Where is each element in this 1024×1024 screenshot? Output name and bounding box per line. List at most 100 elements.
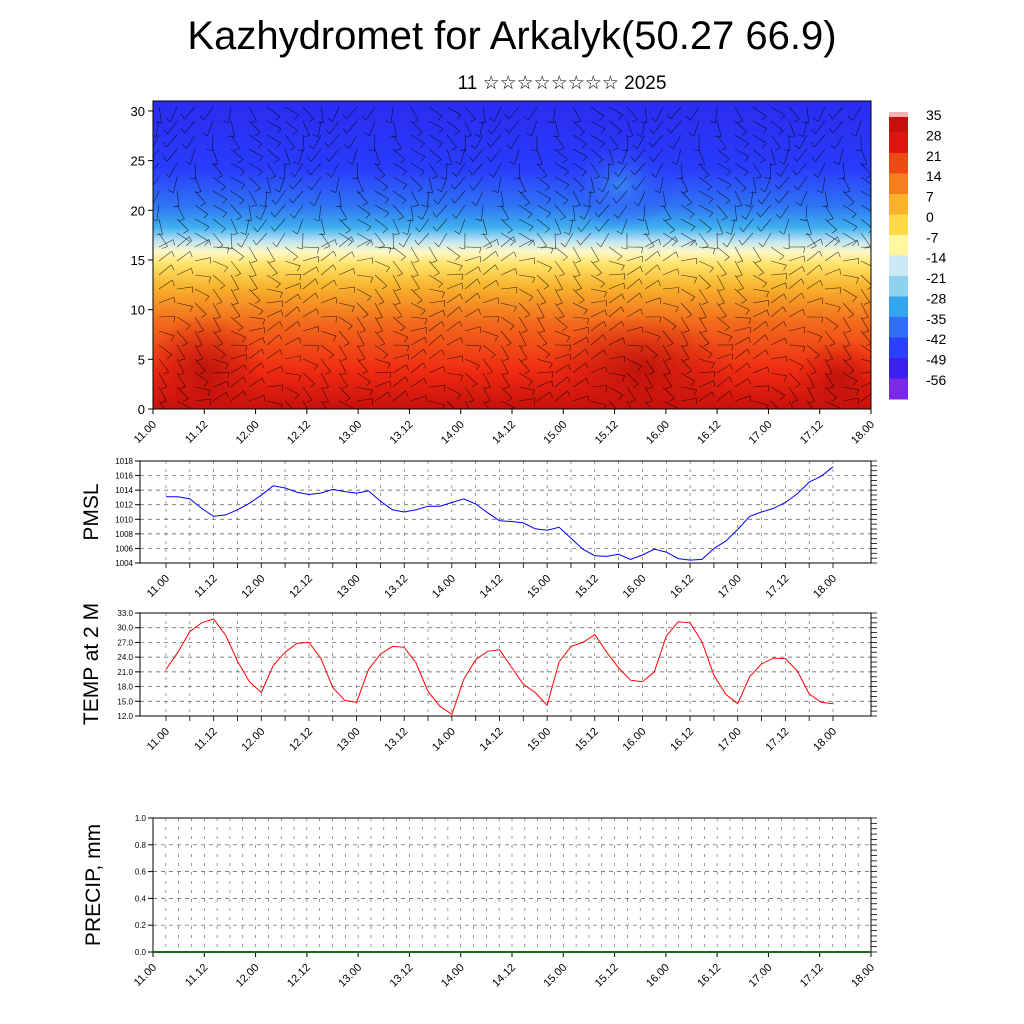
wind-barb [680,302,693,315]
wind-barb [752,120,768,129]
wind-barb [716,190,731,201]
wind-barb-flag [856,277,859,284]
wind-barb-flag [513,306,517,313]
wind-barb [176,372,186,387]
wind-barb [176,218,189,231]
wind-barb [572,134,587,144]
wind-barb-flag [350,236,355,243]
wind-barb-flag [335,316,338,323]
wind-barb-flag [214,316,221,319]
wind-barb-flag [206,149,213,152]
wind-barb-flag [540,302,547,305]
wind-barb [493,162,502,178]
wind-barb [806,280,821,290]
wind-barb [356,302,369,315]
wind-barb-flag [407,220,414,222]
heatmap-field [153,101,871,409]
wind-barb [698,330,710,344]
wind-barb [446,148,453,165]
wind-barb-flag [492,190,499,193]
wind-barb-flag [431,260,438,263]
wind-barb-flag [325,156,330,162]
wind-barb [335,176,340,193]
wind-barb-flag [467,415,473,416]
wind-barb-flag [633,201,639,206]
wind-barb [608,273,625,276]
wind-barb-flag [725,200,731,205]
wind-barb [553,106,556,123]
wind-barb-flag [602,177,609,180]
wind-barb-flag [612,198,617,204]
wind-barb-flag [438,128,444,134]
wind-barb [245,218,250,235]
wind-barb [158,106,163,123]
wind-barb [284,355,301,360]
wind-barb [860,190,871,197]
wind-barb [212,358,229,365]
wind-barb-flag [490,354,496,359]
wind-barb-flag [322,400,329,403]
wind-barb [572,162,587,173]
precip-x-tick-label: 14.00 [439,962,467,990]
wind-barb [482,297,499,304]
wind-barb-flag [417,131,423,136]
wind-barb [644,238,660,248]
wind-barb-flag [532,239,535,246]
wind-barb-flag [757,199,762,205]
wind-barb [266,246,276,262]
wind-barb-flag [208,239,211,246]
wind-barb [184,106,196,120]
wind-barb-flag [720,147,727,151]
wind-barb [194,274,211,278]
wind-barb-flag [867,286,871,290]
wind-barb-flag [774,198,779,204]
wind-barb-flag [829,343,836,347]
wind-barb-flag [569,354,572,361]
wind-barb [616,190,628,204]
wind-barb [446,282,463,290]
wind-barb [392,190,407,201]
wind-barb [302,400,308,409]
wind-barb [274,204,286,218]
wind-barb-flag [245,345,248,352]
wind-barb [428,274,443,284]
wind-barb-flag [227,381,230,388]
wind-barb-flag [562,159,568,164]
wind-barb [472,148,484,162]
wind-barb-flag [317,247,320,254]
precip-x-tick-label: 12.12 [285,962,313,990]
wind-barb-flag [309,201,315,206]
wind-barb [464,255,481,262]
wind-barb-flag [477,292,481,299]
wind-barb-flag [455,256,461,261]
wind-barb-flag [451,213,457,219]
wind-barb-flag [224,363,229,370]
wind-barb-flag [791,400,798,403]
wind-barb-flag [586,337,589,344]
wind-barb [518,162,521,179]
wind-barb-flag [863,330,869,333]
wind-barb-flag [730,219,737,222]
wind-barb-flag [721,216,728,221]
wind-barb [536,302,545,318]
wind-barb [500,236,514,248]
wind-barb-flag [808,386,815,389]
wind-barb [464,400,470,409]
wind-barb [752,134,767,144]
wind-barb [374,302,383,318]
wind-barb-flag [478,308,481,315]
wind-barb-flag [182,398,189,402]
wind-barb-flag [775,171,781,177]
wind-barb [644,250,658,262]
wind-barb-flag [306,399,313,403]
wind-barb [796,162,808,176]
wind-barb [698,344,713,355]
wind-barb-flag [686,314,693,318]
precip-panel: 0.00.20.40.60.81.0 11.00 11.12 12.00 12.12 1… [82,814,877,990]
wind-barb-flag [621,265,625,271]
wind-barb-flag [612,147,619,151]
wind-barb-flag [657,264,661,271]
precip-y-tick-label: 0.2 [135,921,147,930]
wind-barb-flag [188,236,193,243]
wind-barb-flag [738,288,744,291]
